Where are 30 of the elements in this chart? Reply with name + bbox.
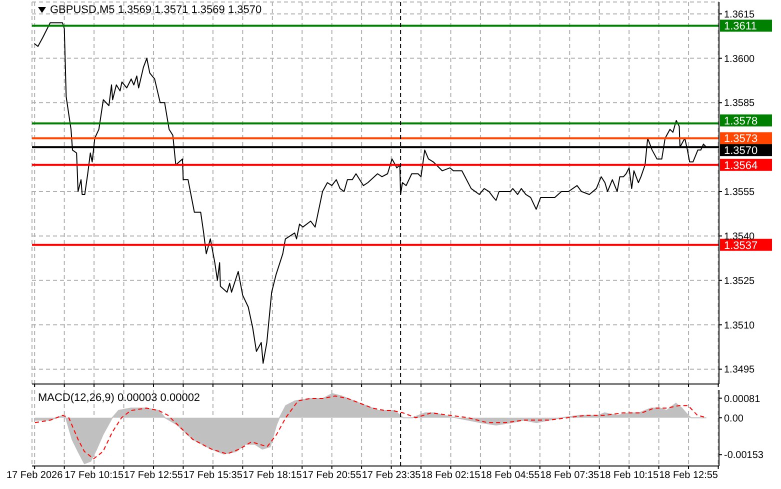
y-tick-label: 1.3495	[724, 364, 756, 376]
chart-title: MACD(12,26,9) 0.00003 0.00002	[38, 392, 200, 404]
y-tick-label: 0.00	[724, 413, 744, 424]
y-tick-label: 1.3615	[724, 9, 756, 20]
ref-line-label: 1.3573	[724, 133, 758, 146]
y-tick-label: 1.3510	[724, 320, 756, 332]
x-tick-label: 17 Feb 23:35	[362, 470, 422, 482]
ref-line-label: 1.3570	[724, 145, 758, 158]
y-tick-label: 0.00081	[724, 394, 761, 405]
y-tick-label: -0.00153	[724, 450, 764, 462]
x-tick-label: 18 Feb 10:15	[600, 470, 659, 482]
chart-title: GBPUSD,M5 1.3569 1.3571 1.3569 1.3570	[50, 4, 262, 16]
x-tick-label: 18 Feb 02:15	[421, 470, 481, 482]
x-tick-label: 18 Feb 12:55	[659, 470, 718, 482]
x-tick-label: 17 Feb 20:55	[302, 470, 362, 482]
x-tick-label: 18 Feb 07:35	[540, 470, 600, 482]
x-tick-label: 17 Feb 2026	[6, 470, 64, 482]
x-tick-label: 17 Feb 12:55	[124, 470, 184, 482]
x-tick-label: 17 Feb 18:15	[242, 470, 302, 482]
x-tick-label: 17 Feb 15:35	[183, 470, 243, 482]
ref-line-label: 1.3578	[724, 115, 758, 128]
ref-line-label: 1.3537	[724, 240, 758, 252]
y-tick-label: 1.3585	[724, 98, 756, 110]
ref-line-label: 1.3611	[724, 20, 757, 33]
y-tick-label: 1.3525	[724, 276, 756, 287]
y-tick-label: 1.3600	[724, 54, 756, 65]
y-tick-label: 1.3555	[724, 187, 756, 198]
ref-line-label: 1.3564	[724, 160, 758, 172]
x-tick-label: 18 Feb 04:55	[480, 470, 540, 482]
x-tick-label: 17 Feb 10:15	[64, 470, 124, 482]
